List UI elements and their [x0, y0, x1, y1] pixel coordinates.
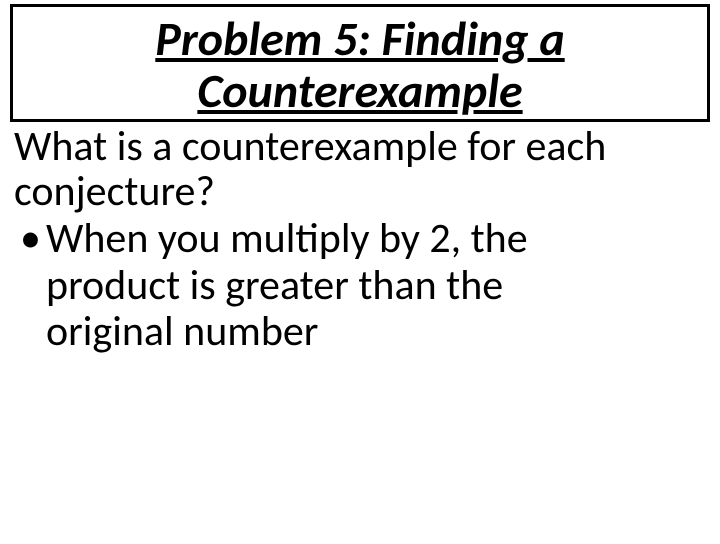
title-box: Problem 5: Finding a Counterexample	[10, 4, 710, 122]
title-line-2: Counterexample	[197, 61, 522, 120]
bullet-line-3: original number	[46, 306, 318, 357]
list-item: When you multiply by 2, the product is g…	[14, 216, 706, 355]
bullet-line-2: product is greater than the	[46, 260, 503, 311]
conjecture-list: When you multiply by 2, the product is g…	[14, 216, 706, 355]
body-region: What is a counterexample for each conjec…	[0, 122, 720, 355]
prompt-text: What is a counterexample for each conjec…	[14, 124, 706, 215]
bullet-line-1: When you multiply by 2, the	[46, 213, 528, 264]
problem-title: Problem 5: Finding a Counterexample	[21, 13, 699, 117]
prompt-line-1: What is a counterexample for each	[14, 121, 606, 172]
prompt-line-2: conjecture?	[14, 166, 215, 217]
title-line-1: Problem 5: Finding a	[155, 9, 564, 68]
